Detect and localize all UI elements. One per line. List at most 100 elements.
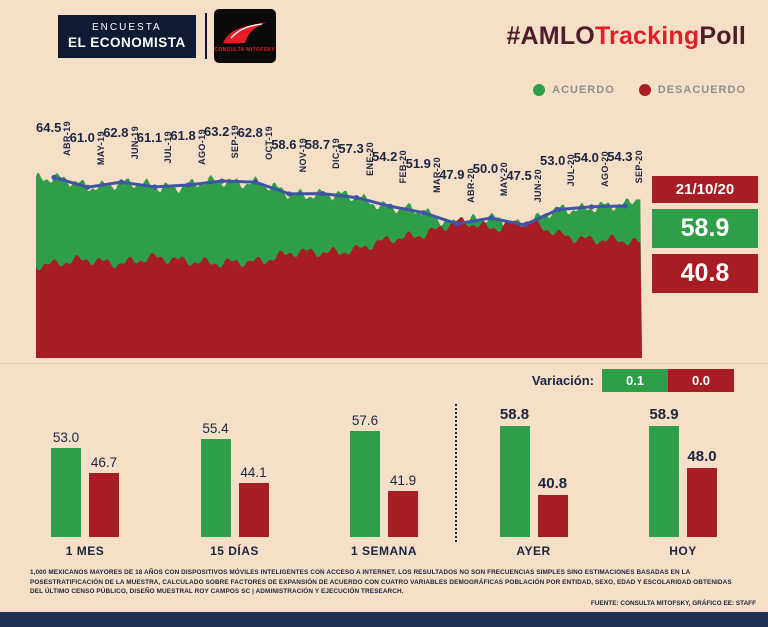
hashtag-poll: Poll <box>699 21 746 50</box>
bar-pair: 55.4 44.1 <box>174 402 296 537</box>
variacion-label: Variación: <box>531 373 594 388</box>
latest-acuerdo-value: 58.9 <box>652 209 758 248</box>
bar-group-15-dias: 55.4 44.1 15 DÍAS <box>174 402 296 558</box>
trend-point-marker <box>555 207 561 213</box>
acuerdo-bar-value: 58.9 <box>649 406 679 423</box>
trend-point-marker <box>320 191 326 197</box>
trend-chart: 64.5 ABR-19 61.0 MAY-19 62.8 JUN-19 61.1 JUL-19… <box>30 80 644 360</box>
desacuerdo-bar-value: 48.0 <box>687 448 717 465</box>
brand-bottom-text: EL ECONOMISTA <box>68 34 186 50</box>
acuerdo-trend-line <box>53 175 626 227</box>
trend-point-marker <box>521 222 527 228</box>
bar-pair: 57.6 41.9 <box>323 402 445 537</box>
latest-date-badge: 21/10/20 <box>652 176 758 203</box>
bottom-bar <box>0 612 768 627</box>
desacuerdo-bar-value: 46.7 <box>90 455 118 470</box>
desacuerdo-bar <box>238 483 269 537</box>
bar-category-label: 15 DÍAS <box>210 544 259 558</box>
trend-point-marker <box>387 203 393 209</box>
trend-point-marker <box>454 221 460 227</box>
latest-desacuerdo-value: 40.8 <box>652 254 758 293</box>
bar-category-label: 1 SEMANA <box>350 544 417 558</box>
hashtag-tracking: Tracking <box>594 21 700 50</box>
bar-pair: 58.9 48.0 <box>622 402 744 537</box>
trend-point-marker <box>152 184 158 190</box>
trend-point-marker <box>253 179 259 185</box>
source-credit: FUENTE: CONSULTA MITOFSKY, GRÁFICO EE: S… <box>590 600 756 607</box>
desacuerdo-bar <box>687 468 717 537</box>
bar-group-ayer: 58.8 40.8 AYER <box>473 402 595 558</box>
legend-label-acuerdo: ACUERDO <box>552 84 615 96</box>
acuerdo-bar-value: 57.6 <box>351 413 379 428</box>
acuerdo-bar <box>499 426 530 537</box>
logo-caption: CONSULTA MITOFSKY <box>214 47 276 53</box>
desacuerdo-bar-column: 48.0 <box>687 448 717 537</box>
trend-point-marker <box>589 204 595 210</box>
acuerdo-bar-column: 55.4 <box>200 421 231 537</box>
legend-item-desacuerdo: DESACUERDO <box>638 84 746 96</box>
desacuerdo-bar-value: 40.8 <box>537 475 568 492</box>
legend-item-acuerdo: ACUERDO <box>533 84 615 96</box>
acuerdo-bar-column: 57.6 <box>350 413 380 537</box>
bar-pair: 58.8 40.8 <box>473 402 595 537</box>
acuerdo-bar <box>649 426 679 537</box>
desacuerdo-bar <box>89 473 119 537</box>
trend-point-marker <box>353 194 359 201</box>
trend-point-marker <box>118 179 124 185</box>
latest-stats-panel: 21/10/20 58.9 40.8 <box>652 176 758 293</box>
bar-pair: 53.0 46.7 <box>24 402 146 537</box>
desacuerdo-bar <box>388 491 418 537</box>
desacuerdo-bar-column: 41.9 <box>388 473 418 537</box>
variacion-desacuerdo: 0.0 <box>668 369 734 392</box>
bar-group-1-mes: 53.0 46.7 1 MES <box>24 402 146 558</box>
legend-label-desacuerdo: DESACUERDO <box>657 84 746 96</box>
acuerdo-dot-icon <box>533 84 546 96</box>
desacuerdo-bar-column: 40.8 <box>537 475 568 537</box>
desacuerdo-dot-icon <box>638 84 651 96</box>
acuerdo-bar <box>200 439 231 537</box>
desacuerdo-bar-value: 41.9 <box>389 473 417 488</box>
bar-category-label: AYER <box>516 544 551 558</box>
variacion-acuerdo: 0.1 <box>602 369 668 392</box>
methodology-note: 1,000 MEXICANOS MAYORES DE 18 AÑOS CON D… <box>30 569 732 596</box>
el-economista-brand: ENCUESTA EL ECONOMISTA <box>58 14 196 58</box>
acuerdo-bar-value: 55.4 <box>202 421 229 436</box>
trend-point-marker <box>488 215 494 221</box>
desacuerdo-bar-value: 44.1 <box>240 465 267 480</box>
trend-point-marker <box>219 178 225 184</box>
desacuerdo-bar-column: 46.7 <box>89 455 119 537</box>
trend-point-marker <box>85 184 91 190</box>
period-bar-chart: 53.0 46.7 1 MES 55.4 44.1 15 DÍAS 57.6 41.9 1 SE… <box>24 402 744 558</box>
desacuerdo-bar <box>537 495 568 537</box>
trend-point-marker <box>421 210 427 216</box>
trend-point-marker <box>51 174 57 180</box>
consulta-mitofsky-logo: CONSULTA MITOFSKY <box>213 9 276 63</box>
brand-top-text: ENCUESTA <box>92 21 162 33</box>
header: ENCUESTA EL ECONOMISTA CONSULTA MITOFSKY… <box>0 0 768 72</box>
acuerdo-bar <box>350 431 380 537</box>
trend-area-svg <box>36 172 642 358</box>
trend-point-marker <box>622 203 628 209</box>
variacion-row: Variación: 0.1 0.0 <box>532 369 734 392</box>
bar-category-label: 1 MES <box>65 544 105 558</box>
bar-category-label: HOY <box>669 544 697 558</box>
hashtag-amlo: #AMLO <box>506 21 595 50</box>
bar-group-hoy: 58.9 48.0 HOY <box>622 402 744 558</box>
section-divider <box>0 363 768 364</box>
header-divider <box>204 13 207 59</box>
desacuerdo-bar-column: 44.1 <box>238 465 269 537</box>
trend-point-marker <box>286 191 292 197</box>
acuerdo-bar-value: 53.0 <box>52 430 80 445</box>
page-title: #AMLOTrackingPoll <box>506 22 746 51</box>
acuerdo-bar-column: 58.9 <box>649 406 679 537</box>
mitofsky-bird-icon <box>222 22 267 43</box>
acuerdo-bar-column: 58.8 <box>499 406 530 537</box>
acuerdo-bar-value: 58.8 <box>499 406 530 423</box>
trend-point-marker <box>185 182 191 188</box>
acuerdo-bar-column: 53.0 <box>51 430 81 537</box>
desacuerdo-area <box>36 217 642 358</box>
acuerdo-bar <box>51 448 81 537</box>
bars-divider <box>455 404 457 542</box>
chart-legend: ACUERDO DESACUERDO <box>533 84 746 96</box>
